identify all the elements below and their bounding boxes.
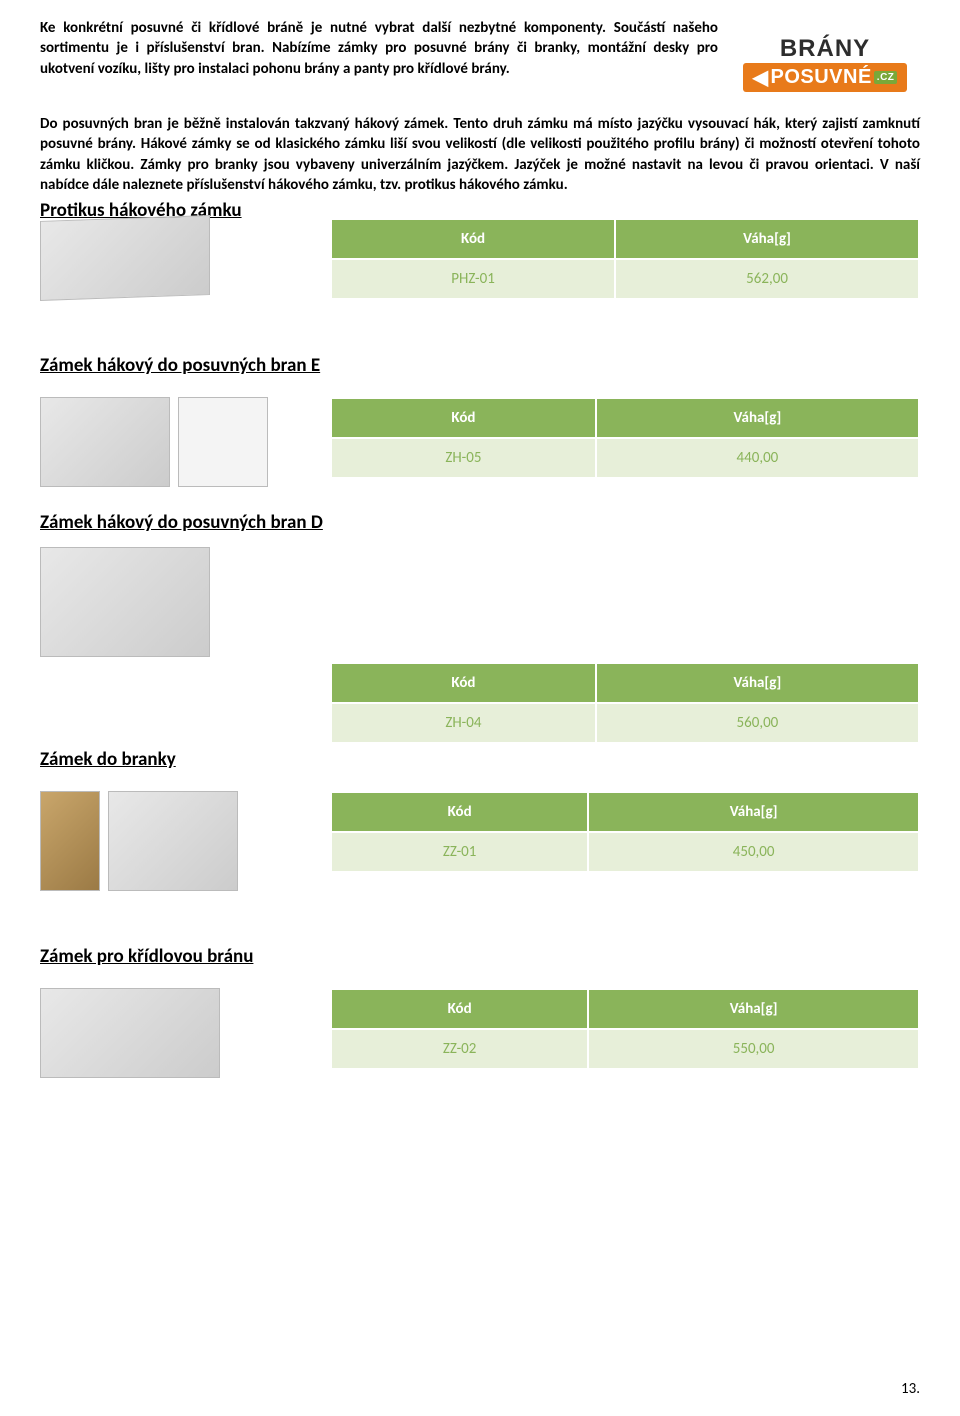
product-block-2: Kód Váha[g] ZH-05 440,00 [40,397,920,487]
product-table-1: Kód Váha[g] PHZ-01 562,00 [330,218,920,300]
cell-weight: 562,00 [616,260,918,298]
cell-weight: 560,00 [597,704,918,742]
product-block-5: Kód Váha[g] ZZ-02 550,00 [40,988,920,1078]
product-image-3 [40,542,330,662]
hardware-image-icon [40,397,170,487]
table-header-row: Kód Váha[g] [332,990,918,1028]
brand-logo: BRÁNY ◀ POSUVNÉ .CZ [730,18,920,108]
hardware-image-icon [40,791,100,891]
col-weight: Váha[g] [597,664,918,702]
table-row: ZH-04 560,00 [332,704,918,742]
product-table-5: Kód Váha[g] ZZ-02 550,00 [330,988,920,1070]
product-image-5 [40,988,330,1078]
col-code: Kód [332,664,595,702]
cell-weight: 440,00 [597,439,918,477]
cell-code: ZH-05 [332,439,595,477]
logo-line2: ◀ POSUVNÉ .CZ [743,63,908,92]
product-table-4: Kód Váha[g] ZZ-01 450,00 [330,791,920,873]
product-image-2 [40,397,330,487]
section-title-zamek-d: Zámek hákový do posuvných bran D [40,511,920,534]
hardware-image-icon [40,215,210,301]
table-row: ZZ-01 450,00 [332,833,918,871]
logo-text-posuvne: POSUVNÉ [770,66,871,89]
logo-suffix: .CZ [874,71,898,84]
col-weight: Váha[g] [616,220,918,258]
hardware-image-icon [40,988,220,1078]
diagram-image-icon [178,397,268,487]
table-header-row: Kód Váha[g] [332,399,918,437]
cell-code: PHZ-01 [332,260,614,298]
section-title-zamek-e: Zámek hákový do posuvných bran E [40,354,920,377]
col-code: Kód [332,990,587,1028]
col-code: Kód [332,793,587,831]
body-paragraph: Do posuvných bran je běžně instalován ta… [40,114,920,195]
logo-arrow-icon: ◀ [753,65,769,90]
page-number: 13. [901,1380,920,1398]
table-row: ZH-05 440,00 [332,439,918,477]
cell-code: ZZ-02 [332,1030,587,1068]
col-code: Kód [332,399,595,437]
cell-weight: 450,00 [589,833,918,871]
product-image-4 [40,791,330,891]
hardware-image-icon [40,547,210,657]
table-row: PHZ-01 562,00 [332,260,918,298]
product-table-2: Kód Váha[g] ZH-05 440,00 [330,397,920,479]
col-code: Kód [332,220,614,258]
hardware-image-icon [108,791,238,891]
table-row: ZZ-02 550,00 [332,1030,918,1068]
col-weight: Váha[g] [589,793,918,831]
cell-code: ZZ-01 [332,833,587,871]
product-table-3: Kód Váha[g] ZH-04 560,00 [330,662,920,744]
section-title-branky: Zámek do branky [40,748,920,771]
cell-weight: 550,00 [589,1030,918,1068]
product-block-1: Kód Váha[g] PHZ-01 562,00 [40,218,920,300]
product-block-3-table: Kód Váha[g] ZH-04 560,00 [40,662,920,744]
header-row: Ke konkrétní posuvné či křídlové bráně j… [40,18,920,108]
table-header-row: Kód Váha[g] [332,220,918,258]
cell-code: ZH-04 [332,704,595,742]
intro-paragraph: Ke konkrétní posuvné či křídlové bráně j… [40,18,718,108]
logo-line1: BRÁNY [780,35,870,63]
col-weight: Váha[g] [589,990,918,1028]
product-block-4: Kód Váha[g] ZZ-01 450,00 [40,791,920,891]
product-block-3 [40,542,920,662]
section-title-kridlova: Zámek pro křídlovou bránu [40,945,920,968]
col-weight: Váha[g] [597,399,918,437]
table-header-row: Kód Váha[g] [332,664,918,702]
table-header-row: Kód Váha[g] [332,793,918,831]
product-image-1 [40,218,330,298]
